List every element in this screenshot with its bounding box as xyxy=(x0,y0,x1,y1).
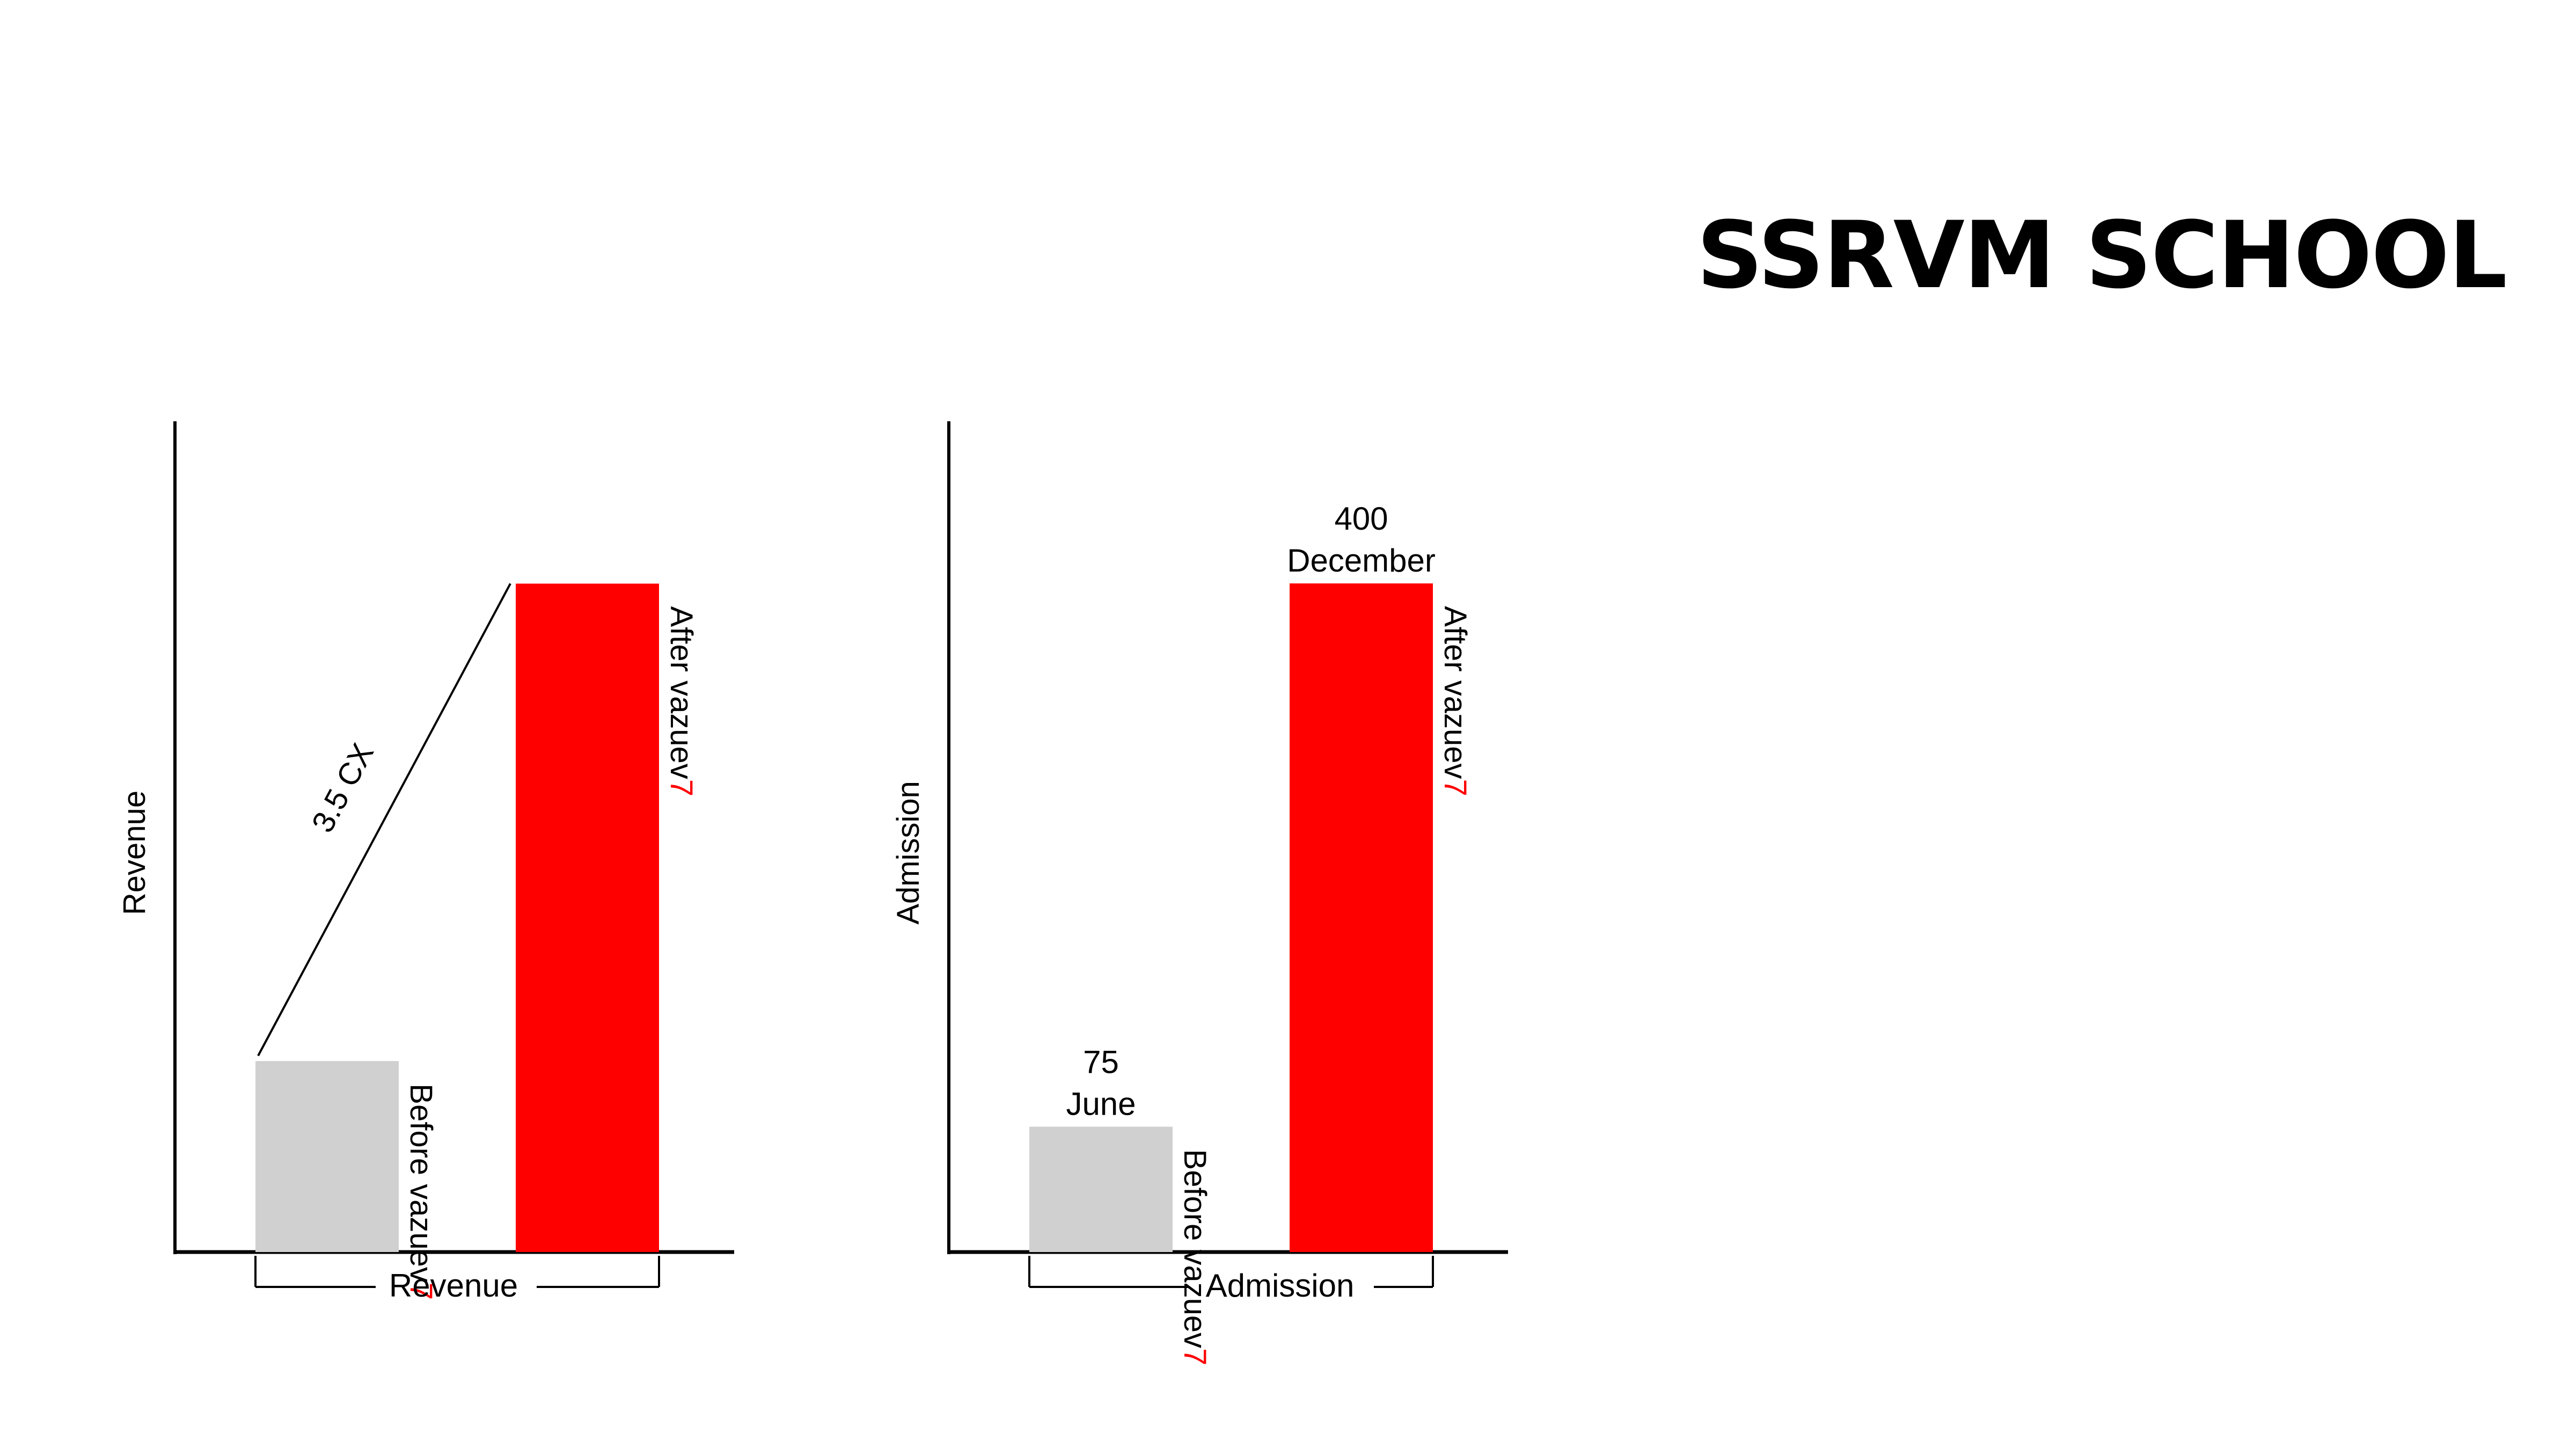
category-label-text: After vazuev xyxy=(664,606,699,779)
category-label-accent-digit: 7 xyxy=(1438,779,1473,796)
data-label: December xyxy=(1287,543,1436,579)
category-label-text: Before vazuev xyxy=(1177,1149,1212,1348)
growth-line xyxy=(257,583,511,1057)
category-label-accent-digit: 7 xyxy=(1177,1348,1212,1365)
category-label-accent-digit: 7 xyxy=(664,779,699,796)
category-label-accent-digit: 7 xyxy=(404,1283,438,1300)
y-axis-label: Admission xyxy=(891,781,926,925)
y-axis-label: Revenue xyxy=(117,791,152,915)
x-axis-label: Revenue xyxy=(389,1268,518,1304)
category-label-text: After vazuev xyxy=(1438,606,1473,779)
x-axis-label: Admission xyxy=(1206,1268,1355,1304)
category-label-text: Before vazuev xyxy=(404,1084,438,1283)
data-label: 75 xyxy=(1083,1044,1119,1080)
bar-before xyxy=(1029,1126,1173,1252)
category-label-after: After vazuev7 xyxy=(664,606,699,796)
data-label: June xyxy=(1066,1086,1136,1122)
bar-after xyxy=(1290,583,1433,1252)
category-label-before: Before vazuev7 xyxy=(1177,1149,1212,1365)
category-label-after: After vazuev7 xyxy=(1438,606,1473,796)
data-label: 400 xyxy=(1334,501,1388,537)
category-label-before: Before vazuev7 xyxy=(404,1084,438,1300)
bar-before xyxy=(255,1061,399,1252)
page-title: SSRVM SCHOOL xyxy=(1696,201,2507,309)
bar-after xyxy=(516,583,659,1252)
